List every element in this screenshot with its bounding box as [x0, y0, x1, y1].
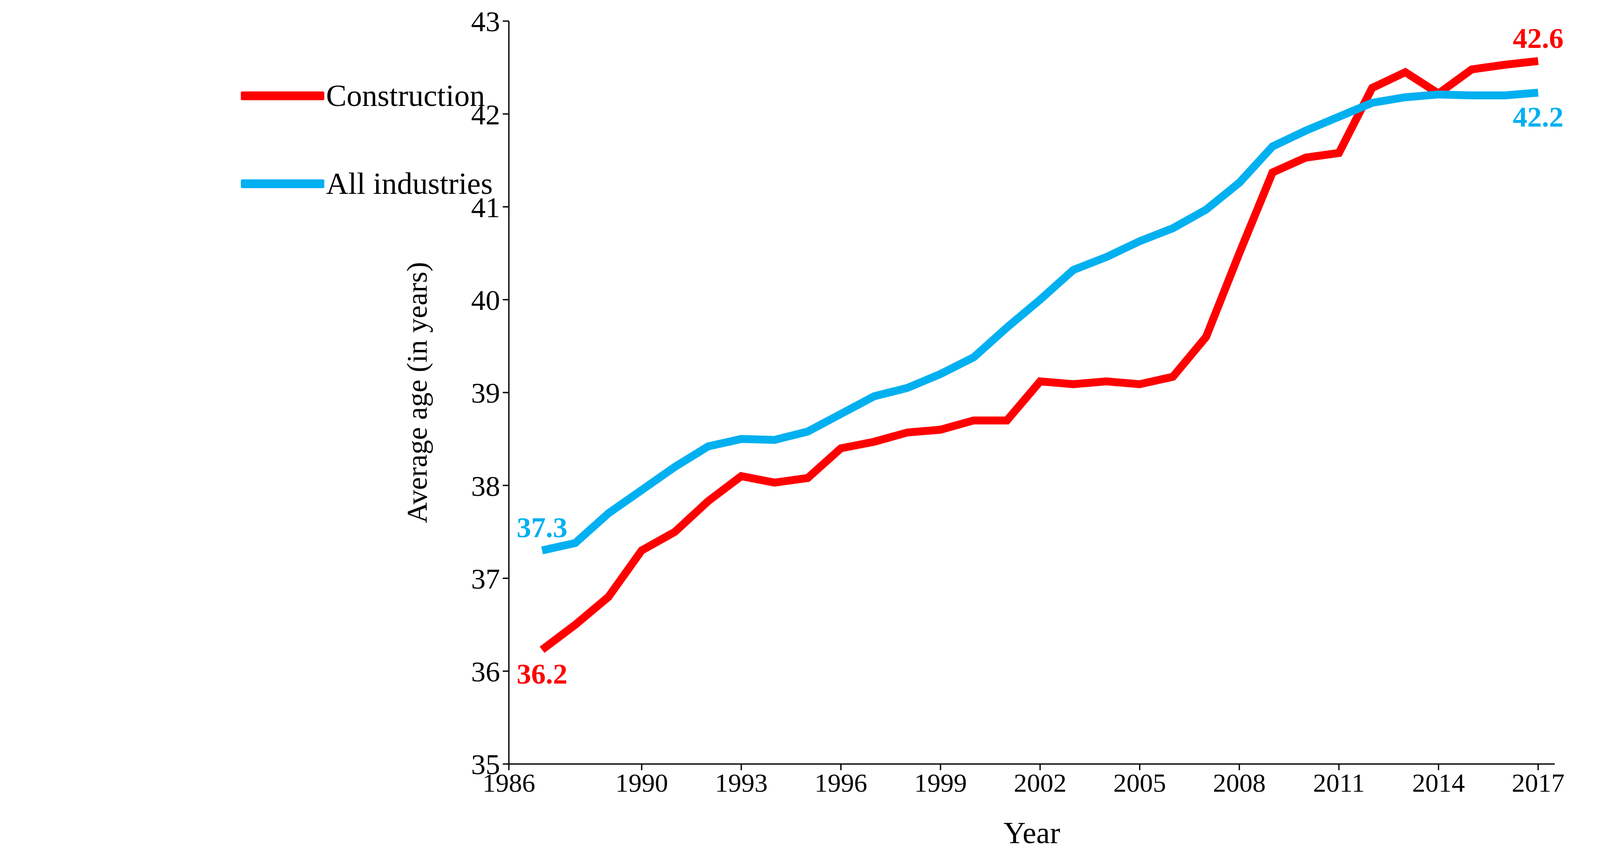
svg-text:2008: 2008 [1212, 768, 1266, 798]
svg-text:42.6: 42.6 [1512, 21, 1564, 55]
html-text:All industries: All industries [326, 166, 493, 201]
svg-text:37.3: 37.3 [516, 511, 568, 544]
svg-text:43: 43 [471, 5, 501, 38]
svg-text:38: 38 [471, 469, 501, 502]
svg-text:2011: 2011 [1313, 768, 1365, 798]
svg-text:36: 36 [471, 655, 501, 688]
svg-text:42.2: 42.2 [1512, 100, 1564, 133]
svg-text:1993: 1993 [714, 768, 768, 798]
svg-text:Average age (in years): Average age (in years) [400, 261, 434, 523]
svg-text:2014: 2014 [1412, 768, 1466, 798]
html-text:Construction: Construction [326, 78, 486, 113]
svg-text:36.2: 36.2 [516, 657, 568, 690]
svg-text:41: 41 [471, 191, 501, 224]
svg-text:1996: 1996 [814, 768, 868, 798]
svg-text:1986: 1986 [482, 767, 536, 797]
svg-text:2005: 2005 [1113, 768, 1167, 798]
svg-text:2002: 2002 [1013, 768, 1067, 798]
svg-text:1999: 1999 [914, 768, 967, 798]
svg-text:37: 37 [471, 562, 501, 595]
svg-text:1990: 1990 [615, 768, 668, 798]
svg-text:Year: Year [1003, 815, 1061, 850]
svg-text:35: 35 [471, 747, 501, 781]
svg-text:2017: 2017 [1511, 768, 1565, 798]
svg-text:40: 40 [471, 283, 501, 316]
svg-text:42: 42 [471, 98, 501, 131]
svg-text:39: 39 [471, 376, 501, 409]
